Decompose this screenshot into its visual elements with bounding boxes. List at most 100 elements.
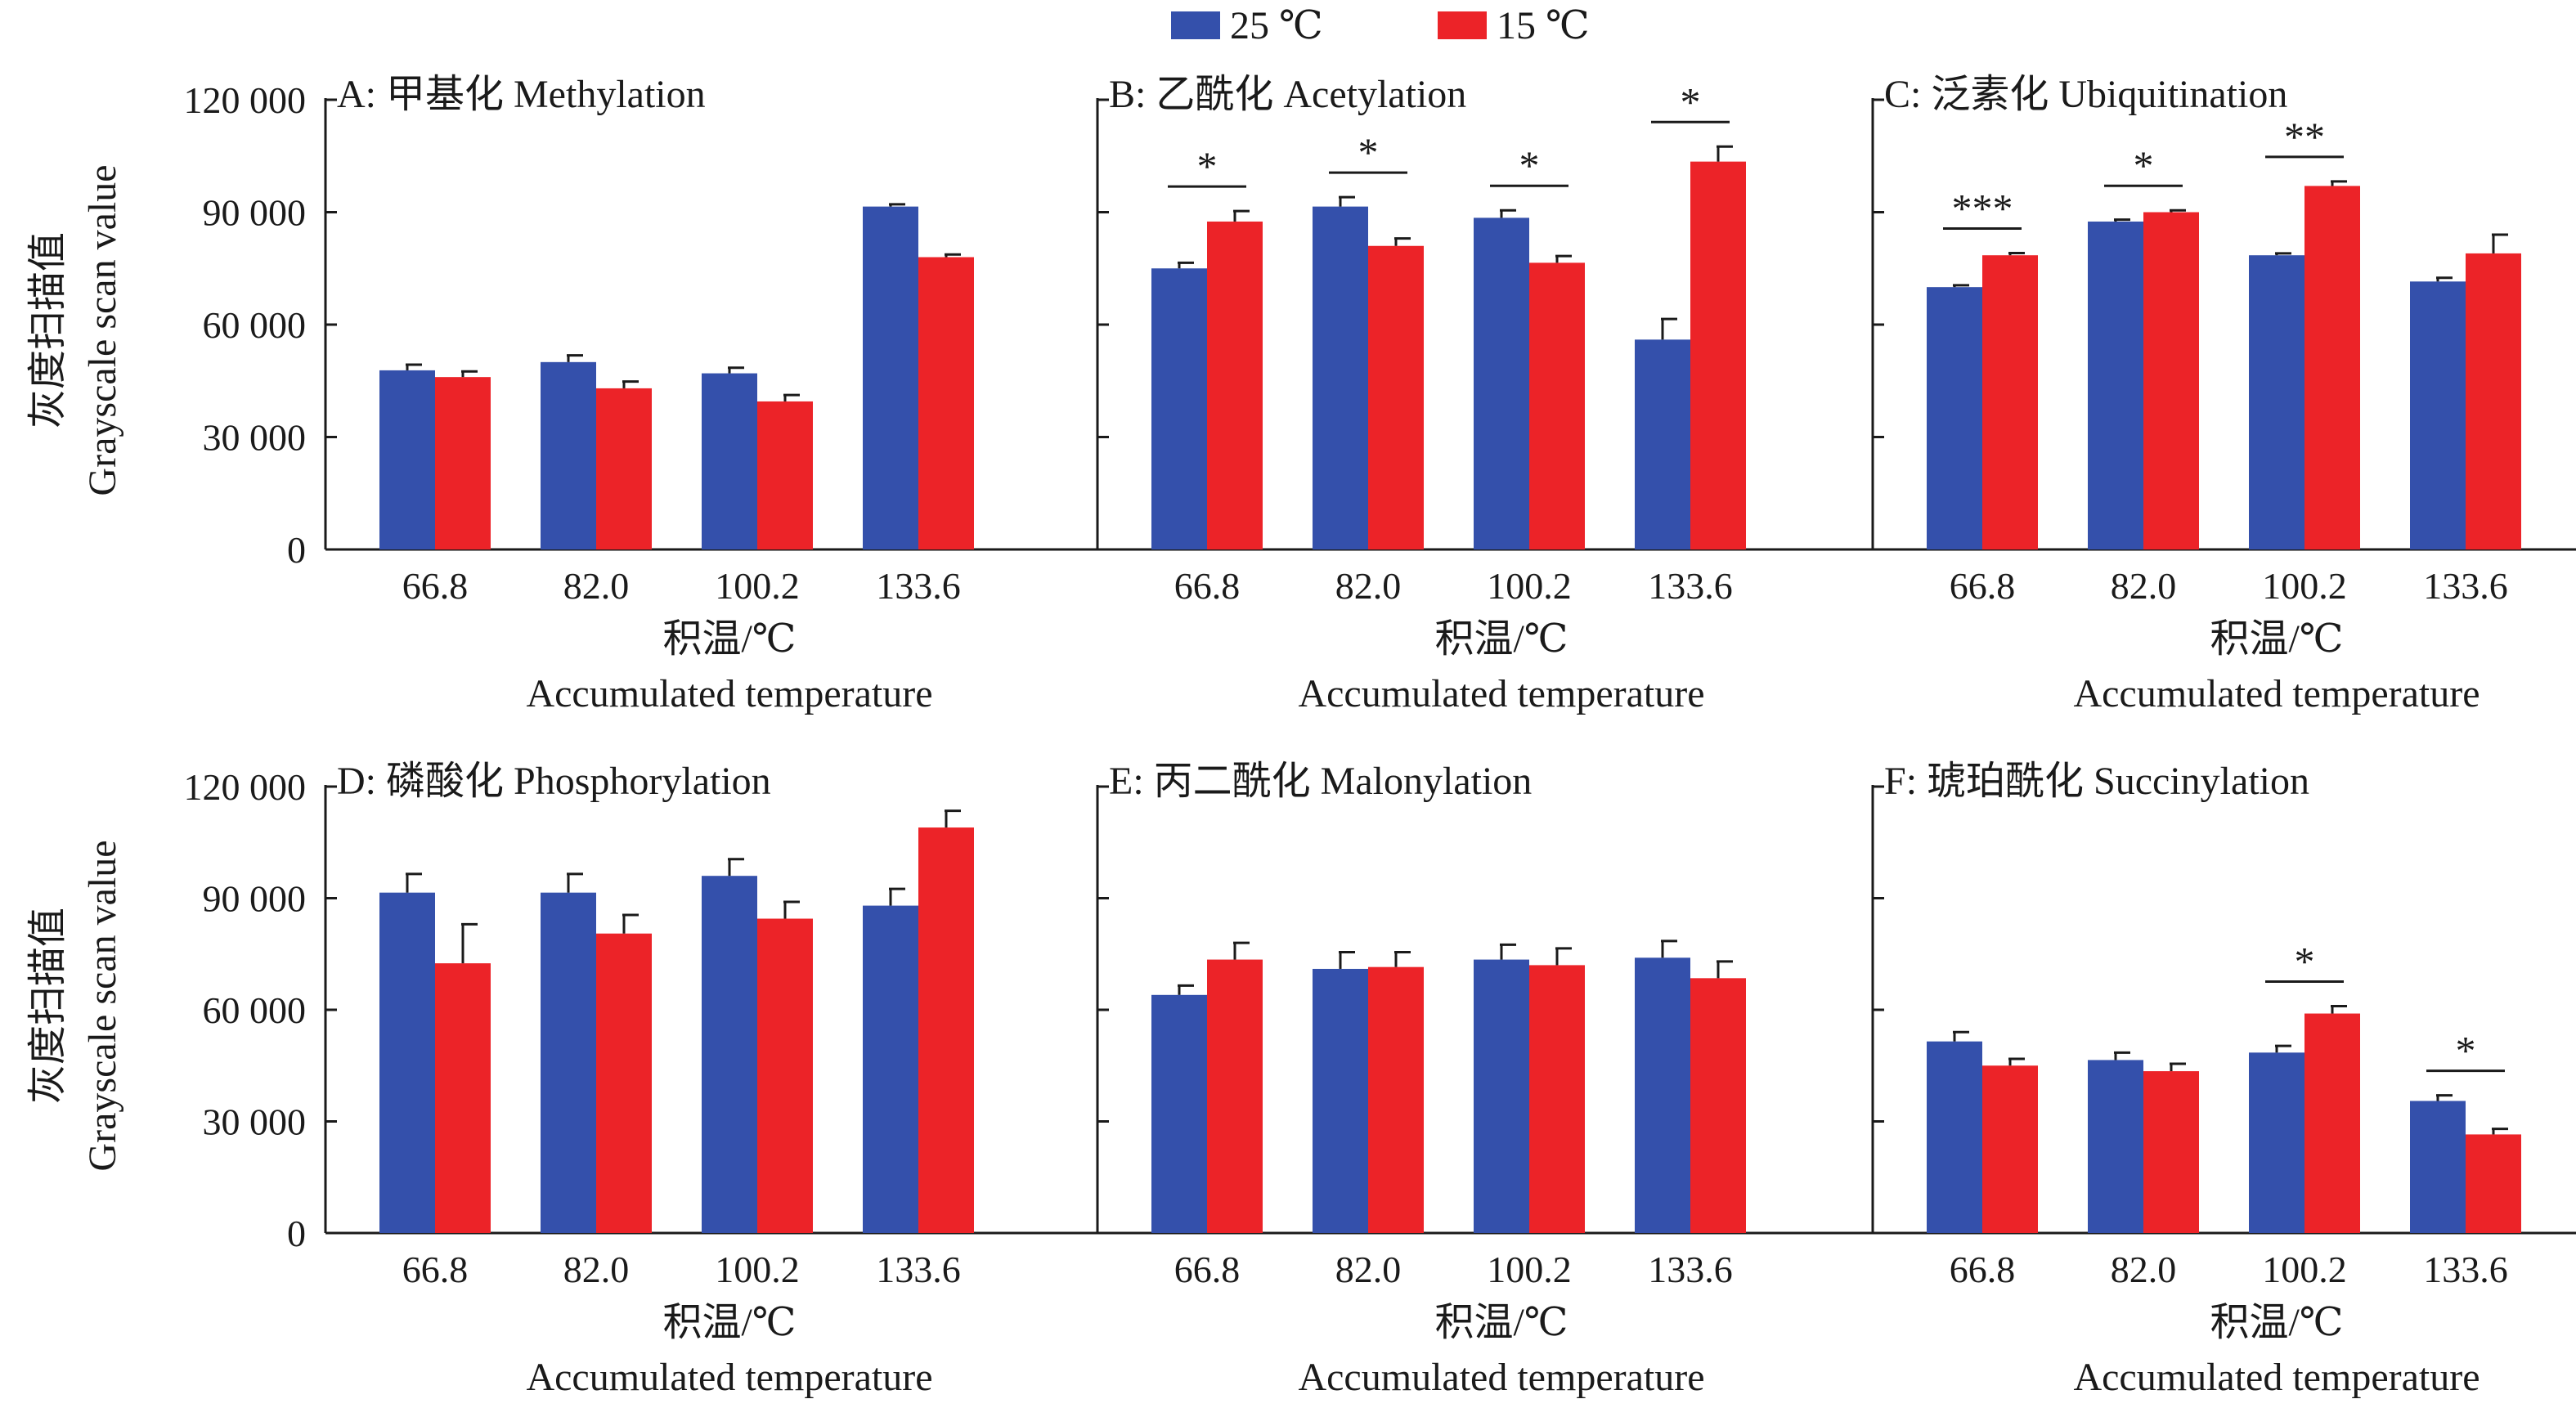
bar-15c — [1368, 245, 1424, 549]
bar-25c — [1927, 287, 1982, 549]
x-tick-label: 100.2 — [1487, 565, 1572, 607]
legend-label-25c: 25 ℃ — [1230, 4, 1323, 47]
x-tick-label: 66.8 — [402, 565, 469, 607]
bar-25c — [702, 876, 757, 1233]
bar-15c — [2143, 1071, 2199, 1233]
legend-swatch-15c — [1438, 11, 1487, 39]
x-tick-label: 100.2 — [715, 565, 800, 607]
bar-15c — [2304, 186, 2360, 549]
x-tick-label: 100.2 — [2262, 1249, 2347, 1290]
y-tick-label: 30 000 — [203, 417, 307, 459]
x-axis-title-zh: 积温/℃ — [1434, 617, 1568, 661]
panel-b: B: 乙酰化 Acetylation 66.8 * 82.0 * 100.2 * 133.6 *… — [1096, 73, 1938, 715]
bar-15c — [757, 918, 813, 1233]
panel-title: F: 琥珀酰化 Succinylation — [1884, 760, 2309, 803]
y-tick-label: 90 000 — [203, 878, 307, 920]
y-tick-label: 60 000 — [203, 304, 307, 346]
panel-title: C: 泛素化 Ubiquitination — [1884, 73, 2287, 116]
bar-25c — [1635, 339, 1690, 549]
significance-marker: * — [2456, 1028, 2476, 1074]
y-tick-label: 30 000 — [203, 1101, 307, 1143]
bar-25c — [1927, 1041, 1982, 1233]
bar-25c — [2249, 1052, 2304, 1233]
bar-25c — [2088, 221, 2143, 549]
bar-15c — [918, 257, 974, 549]
y-axis-title-en-top: Grayscale scan value — [81, 164, 124, 495]
x-tick-label: 133.6 — [876, 1249, 961, 1290]
bar-15c — [918, 827, 974, 1233]
bar-15c — [2466, 1134, 2521, 1233]
bar-25c — [1635, 957, 1690, 1233]
legend: 25 ℃ 15 ℃ — [1171, 4, 1590, 47]
bar-15c — [1982, 1065, 2038, 1233]
y-axis-title-zh-top: 灰度扫描值 — [26, 232, 70, 428]
x-axis-title-zh: 积温/℃ — [662, 617, 796, 661]
bar-15c — [1690, 978, 1746, 1233]
legend-label-15c: 15 ℃ — [1497, 4, 1590, 47]
bar-25c — [2249, 255, 2304, 549]
bar-25c — [863, 905, 918, 1233]
x-axis-title-en: Accumulated temperature — [1298, 672, 1704, 715]
x-tick-label: 82.0 — [1335, 565, 1402, 607]
bar-15c — [435, 377, 491, 549]
x-tick-label: 100.2 — [1487, 1249, 1572, 1290]
x-axis-title-zh: 积温/℃ — [662, 1301, 796, 1344]
significance-marker: * — [1197, 143, 1218, 189]
y-tick-label: 120 000 — [184, 79, 307, 121]
x-axis-title-en: Accumulated temperature — [2073, 1356, 2480, 1399]
x-axis-title-zh: 积温/℃ — [2210, 617, 2343, 661]
bar-25c — [1151, 268, 1207, 549]
y-tick-label: 60 000 — [203, 989, 307, 1031]
x-tick-label: 100.2 — [715, 1249, 800, 1290]
panel-title: A: 甲基化 Methylation — [337, 73, 706, 116]
bar-15c — [596, 933, 652, 1233]
x-tick-label: 100.2 — [2262, 565, 2347, 607]
x-axis-title-en: Accumulated temperature — [2073, 672, 2480, 715]
x-tick-label: 82.0 — [563, 565, 630, 607]
bar-15c — [1207, 959, 1263, 1233]
panel-a: 0 30 000 60 000 90 000 120 000 A: 甲基化 Methyla… — [184, 73, 1166, 715]
x-axis-title-en: Accumulated temperature — [1298, 1356, 1704, 1399]
y-axis-titles: 灰度扫描值 Grayscale scan value 灰度扫描值 Graysca… — [26, 164, 124, 1171]
bar-25c — [702, 373, 757, 549]
bar-25c — [379, 892, 435, 1233]
significance-marker: * — [1681, 78, 1701, 124]
bar-15c — [2143, 212, 2199, 549]
bar-25c — [541, 892, 596, 1233]
y-tick-label: 0 — [287, 1213, 306, 1254]
significance-marker: ** — [2284, 114, 2325, 159]
x-tick-label: 82.0 — [2111, 1249, 2177, 1290]
x-tick-label: 66.8 — [1950, 1249, 2016, 1290]
bar-25c — [541, 361, 596, 549]
x-tick-label: 66.8 — [1174, 565, 1241, 607]
panel-title: E: 丙二酰化 Malonylation — [1109, 760, 1532, 803]
bar-25c — [1313, 968, 1368, 1233]
x-tick-label: 82.0 — [1335, 1249, 1402, 1290]
bar-25c — [2410, 1101, 2466, 1233]
bar-15c — [1529, 262, 1585, 549]
bar-25c — [2410, 281, 2466, 549]
x-tick-label: 66.8 — [1174, 1249, 1241, 1290]
bar-15c — [1529, 965, 1585, 1233]
panel-e: E: 丙二酰化 Malonylation 66.8 82.0 100.2 133.6 积温… — [1096, 760, 1938, 1399]
x-tick-label: 133.6 — [2423, 565, 2508, 607]
y-tick-label: 90 000 — [203, 192, 307, 234]
x-tick-label: 133.6 — [876, 565, 961, 607]
bar-25c — [1313, 206, 1368, 549]
x-axis-title-zh: 积温/℃ — [1434, 1301, 1568, 1344]
bar-25c — [2088, 1060, 2143, 1233]
bar-15c — [596, 388, 652, 549]
panels: 0 30 000 60 000 90 000 120 000 A: 甲基化 Methyla… — [184, 73, 2576, 1399]
bar-25c — [863, 206, 918, 549]
y-axis-title-zh-bottom: 灰度扫描值 — [26, 908, 70, 1104]
significance-marker: * — [1358, 129, 1379, 175]
bar-15c — [2304, 1013, 2360, 1233]
x-tick-label: 133.6 — [1648, 1249, 1733, 1290]
bar-25c — [1474, 959, 1529, 1233]
panel-f: F: 琥珀酰化 Succinylation 66.8 82.0 100.2 * 133.6… — [1871, 760, 2576, 1399]
x-axis-title-zh: 积温/℃ — [2210, 1301, 2343, 1344]
y-tick-label: 0 — [287, 529, 306, 571]
x-tick-label: 133.6 — [2423, 1249, 2508, 1290]
significance-marker: * — [2295, 938, 2315, 984]
